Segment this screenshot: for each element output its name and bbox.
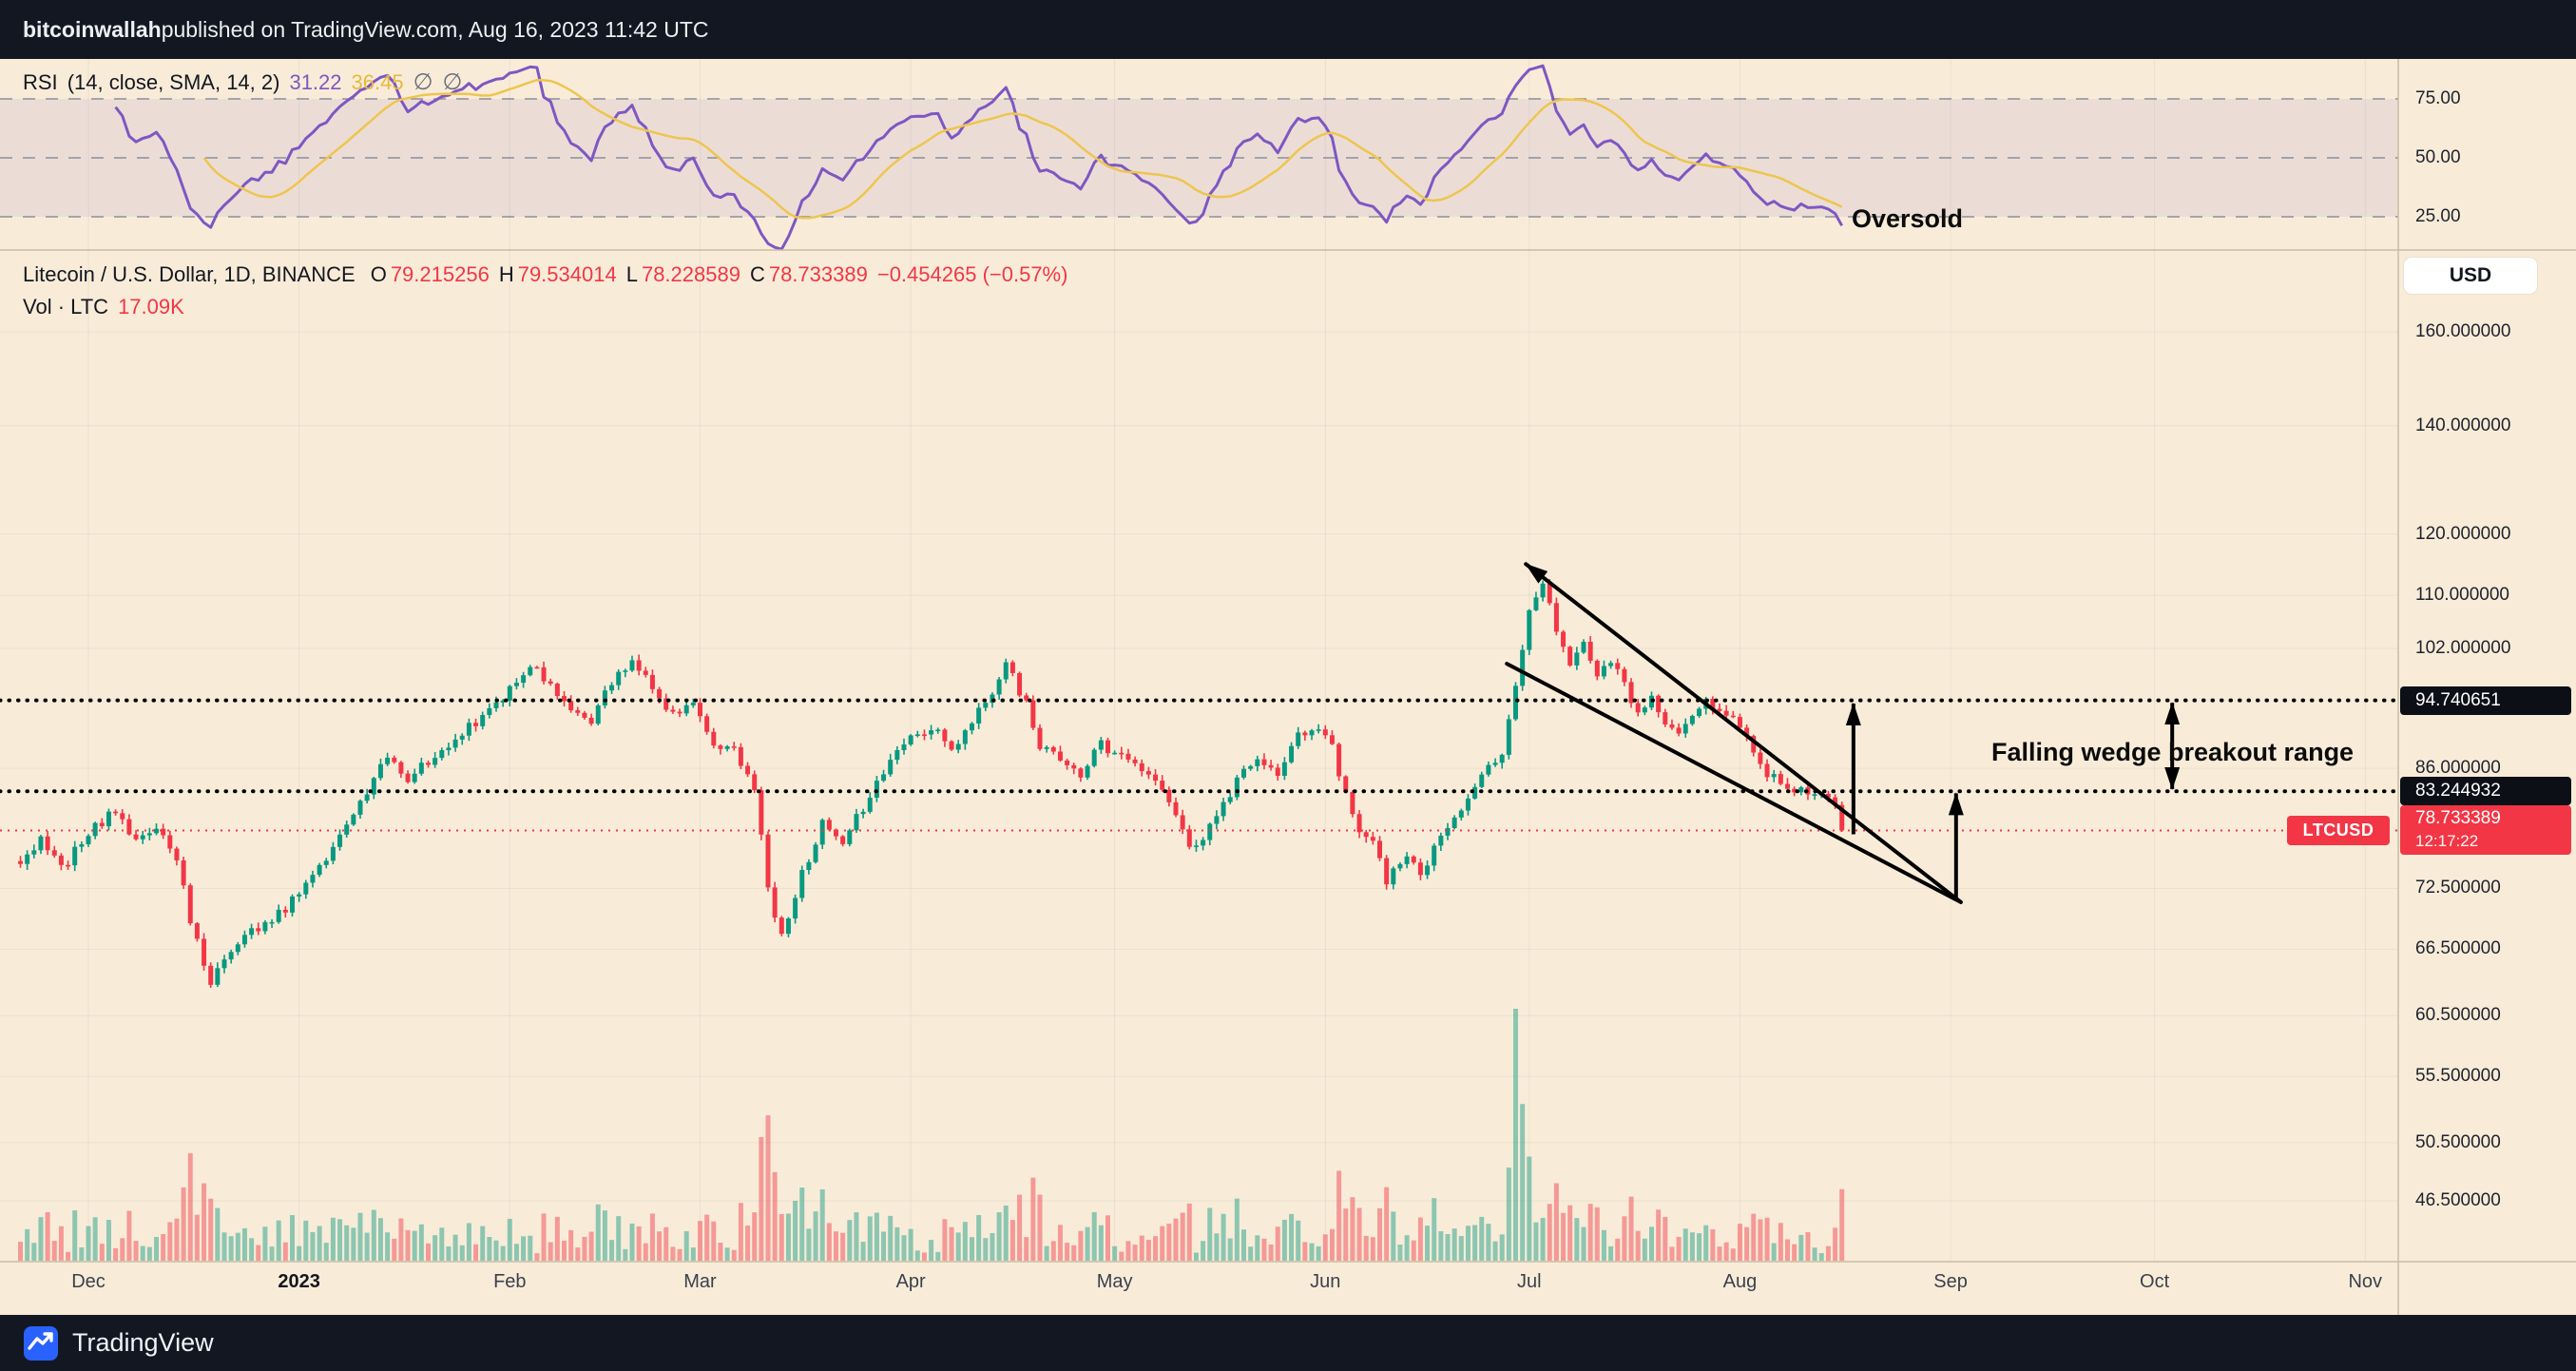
close-label: C <box>749 262 765 286</box>
currency-usd-button[interactable]: USD <box>2404 258 2537 294</box>
rsi-title: RSI <box>23 70 58 94</box>
rsi-sma-value: 36.45 <box>351 70 404 94</box>
price-axis-label: 160.000000 <box>2415 321 2511 341</box>
tradingview-brand[interactable]: TradingView <box>72 1328 214 1357</box>
time-axis[interactable]: Dec 2023 Feb Mar Apr May Jun Jul Aug Sep Oct Nov <box>0 1262 2398 1315</box>
wedge-breakout-annotation: Falling wedge breakout range <box>1991 738 2355 766</box>
oversold-annotation: Oversold <box>1852 204 1964 233</box>
price-axis-label: 72.500000 <box>2415 878 2501 898</box>
price-axis-label: 102.000000 <box>2415 637 2511 658</box>
open-value: 79.215256 <box>390 262 490 286</box>
footer-bar: TradingView <box>0 1315 2576 1371</box>
volume-label: Vol · LTC <box>23 295 109 319</box>
price-axis-label: 50.500000 <box>2415 1131 2501 1152</box>
high-label: H <box>498 262 514 286</box>
hide-indicator-icon[interactable]: ∅ <box>442 69 463 95</box>
publisher-caption: published on TradingView.com, Aug 16, 20… <box>161 16 709 42</box>
price-level-badge: 83.244932 <box>2400 777 2571 806</box>
rsi-axis-label: 75.00 <box>2415 88 2461 108</box>
time-axis-label: Feb <box>493 1271 527 1292</box>
price-axis-label: 66.500000 <box>2415 938 2501 959</box>
change-value: −0.454265 (−0.57%) <box>876 262 1068 286</box>
price-axis-label: 120.000000 <box>2415 523 2511 544</box>
time-axis-label: Mar <box>683 1271 717 1292</box>
rsi-params: (14, close, SMA, 14, 2) <box>67 70 280 94</box>
low-label: L <box>625 262 638 286</box>
price-axis[interactable]: USD 78.733389 12:17:22 75.00 50.00 25.00 16… <box>2398 59 2576 1315</box>
rsi-current-value: 31.22 <box>289 70 342 94</box>
symbol-title: Litecoin / U.S. Dollar, 1D, BINANCE <box>23 262 356 286</box>
high-value: 79.534014 <box>517 262 617 286</box>
last-price-value: 78.733389 <box>2415 808 2501 828</box>
price-level-badge: 94.740651 <box>2400 686 2571 715</box>
time-axis-label: Sep <box>1933 1271 1968 1292</box>
rsi-axis-label: 25.00 <box>2415 206 2461 226</box>
symbol-header: Litecoin / U.S. Dollar, 1D, BINANCE O 79.… <box>23 262 1067 287</box>
price-axis-label: 86.000000 <box>2415 758 2501 779</box>
price-axis-label: 140.000000 <box>2415 415 2511 435</box>
volume-header: Vol · LTC 17.09K <box>23 295 184 319</box>
time-axis-label: Dec <box>71 1271 106 1292</box>
time-axis-label: Nov <box>2348 1271 2383 1292</box>
volume-value: 17.09K <box>118 295 184 319</box>
price-axis-label: 110.000000 <box>2415 585 2509 606</box>
low-value: 78.228589 <box>641 262 740 286</box>
tradingview-logo-icon[interactable] <box>23 1325 59 1361</box>
time-axis-label: May <box>1096 1271 1133 1292</box>
open-label: O <box>370 262 387 286</box>
hide-indicator-icon[interactable]: ∅ <box>413 69 433 95</box>
symbol-price-label: LTCUSD <box>2287 816 2390 845</box>
price-axis-label: 55.500000 <box>2415 1066 2501 1087</box>
close-value: 78.733389 <box>768 262 868 286</box>
time-axis-label: Aug <box>1722 1271 1758 1292</box>
time-axis-label: 2023 <box>278 1271 320 1292</box>
rsi-indicator-header: RSI (14, close, SMA, 14, 2) 31.22 36.45 … <box>23 68 462 96</box>
price-axis-label: 60.500000 <box>2415 1005 2501 1026</box>
publisher-name: bitcoinwallah <box>23 16 162 42</box>
time-axis-label: Jul <box>1517 1271 1542 1292</box>
last-price-badge: 78.733389 12:17:22 <box>2400 805 2571 855</box>
time-axis-label: Oct <box>2140 1271 2170 1292</box>
price-axis-label: 46.500000 <box>2415 1189 2501 1210</box>
chart-background <box>0 59 2576 1315</box>
publisher-bar: bitcoinwallah published on TradingView.c… <box>0 0 2576 59</box>
bar-countdown: 12:17:22 <box>2415 832 2479 850</box>
rsi-axis-label: 50.00 <box>2415 147 2461 167</box>
time-axis-label: Jun <box>1310 1271 1341 1292</box>
time-axis-label: Apr <box>895 1271 926 1292</box>
